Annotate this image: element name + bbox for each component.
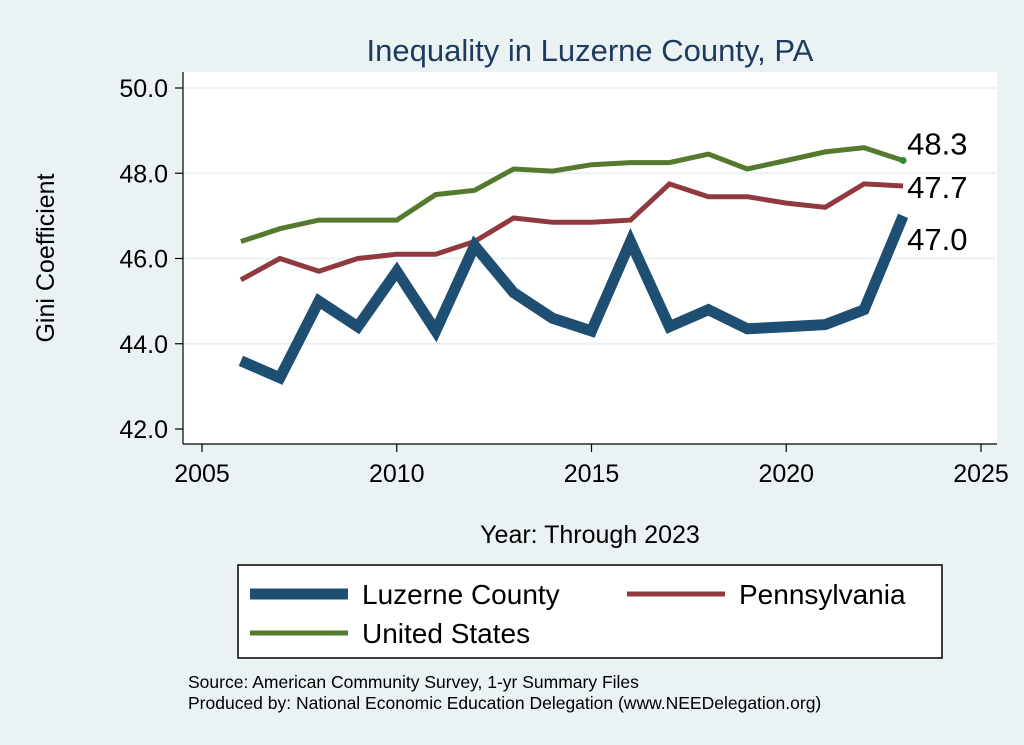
legend-label-luzerne: Luzerne County [362, 579, 560, 610]
y-tick-label-3: 48.0 [119, 160, 168, 188]
end-label-pennsylvania: 47.7 [907, 170, 967, 205]
series-endpoint-united-states [899, 156, 907, 164]
producer-note: Produced by: National Economic Education… [188, 693, 821, 713]
source-note: Source: American Community Survey, 1-yr … [188, 672, 639, 692]
end-label-united-states: 48.3 [907, 126, 967, 161]
y-axis-label: Gini Coefficient [32, 173, 60, 342]
x-axis-ticks: 2005 2010 2015 2020 2025 [174, 444, 1009, 488]
series-line-luzerne-county [238, 213, 909, 385]
end-labels: 47.0 47.7 48.3 [907, 126, 967, 256]
y-tick-label-0: 42.0 [119, 416, 168, 444]
x-tick-label-0: 2005 [174, 460, 230, 488]
series-line-united-states [240, 145, 904, 244]
chart-title: Inequality in Luzerne County, PA [367, 33, 814, 68]
series-lines [238, 145, 909, 385]
legend-box [237, 564, 943, 659]
y-tick-label-4: 50.0 [119, 75, 168, 103]
legend-label-pennsylvania: Pennsylvania [739, 579, 906, 610]
y-axis-ticks: 42.0 44.0 46.0 48.0 50.0 [119, 75, 183, 444]
x-tick-label-1: 2010 [369, 460, 425, 488]
series-line-pennsylvania [239, 181, 904, 282]
legend-label-united-states: United States [362, 618, 530, 649]
y-tick-label-1: 44.0 [119, 331, 168, 359]
x-tick-label-2: 2015 [564, 460, 620, 488]
x-axis-label: Year: Through 2023 [480, 521, 700, 549]
x-tick-label-3: 2020 [758, 460, 814, 488]
x-tick-label-4: 2025 [953, 460, 1009, 488]
end-label-luzerne-county: 47.0 [907, 222, 967, 257]
y-tick-label-2: 46.0 [119, 246, 168, 274]
gridlines [184, 87, 996, 345]
legend: Luzerne County Pennsylvania United State… [237, 564, 943, 659]
